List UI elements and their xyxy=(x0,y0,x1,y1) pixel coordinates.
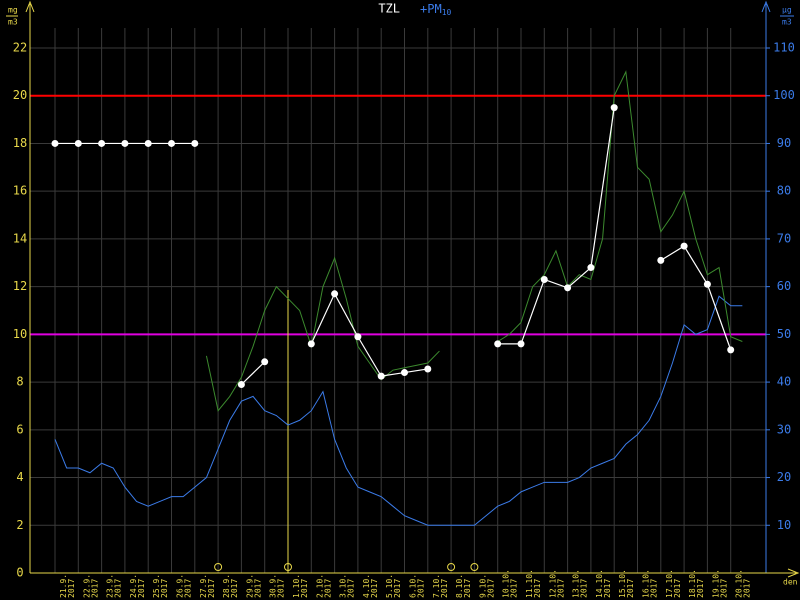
title-part: +PM xyxy=(420,2,442,16)
x-tick-label: 29.9.2017 xyxy=(245,574,262,598)
y-unit-num: mg xyxy=(8,6,18,15)
data-point xyxy=(121,139,129,147)
missing-marker xyxy=(284,563,292,571)
missing-marker xyxy=(214,563,223,571)
y2-unit-den: m3 xyxy=(782,18,792,27)
data-point xyxy=(727,346,735,354)
data-point xyxy=(424,365,432,373)
data-point xyxy=(261,358,269,366)
y-tick-label: 4 xyxy=(16,470,23,484)
x-axis-arrow xyxy=(787,568,800,578)
data-point xyxy=(331,290,339,298)
y2-tick-label: 60 xyxy=(777,279,791,293)
x-tick-label: 20.10.2017 xyxy=(734,569,751,598)
data-point xyxy=(540,275,548,283)
chart-title: TZL xyxy=(378,2,400,16)
chart-title-2: +PM10 xyxy=(420,2,452,17)
y2-tick-label: 40 xyxy=(777,375,791,389)
x-tick-label: 14.10.2017 xyxy=(594,569,611,598)
y-tick-label: 0 xyxy=(16,566,23,580)
x-tick-label: 18.10.2017 xyxy=(688,569,705,598)
y-axis-arrow xyxy=(25,0,35,13)
x-tick-label: 25.9.2017 xyxy=(152,574,169,598)
y2-axis-arrow xyxy=(761,0,771,13)
y-tick-label: 12 xyxy=(13,279,27,293)
x-tick-label: 30.9.2017 xyxy=(268,574,285,598)
y-tick-label: 10 xyxy=(13,327,27,341)
y2-tick-label: 90 xyxy=(777,136,791,150)
data-point xyxy=(657,256,665,264)
missing-marker xyxy=(470,563,479,571)
data-point xyxy=(168,139,175,147)
x-tick-label: 4.10.2017 xyxy=(361,574,378,598)
y-tick-label: 6 xyxy=(16,422,23,436)
x-tick-label: 22.9.2017 xyxy=(82,574,99,598)
series-line xyxy=(54,295,743,526)
x-tick-label: 19.10.2017 xyxy=(711,569,728,598)
y2-tick-label: 110 xyxy=(773,41,795,55)
y-tick-label: 22 xyxy=(13,41,27,55)
x-axis-label: den xyxy=(783,578,798,587)
data-point xyxy=(494,340,502,348)
x-tick-label: 1.10.2017 xyxy=(292,574,309,598)
x-tick-label: 28.9.2017 xyxy=(222,574,239,598)
data-point xyxy=(98,139,106,147)
missing-marker xyxy=(447,563,456,571)
data-point xyxy=(680,242,688,250)
x-tick-label: 26.9.2017 xyxy=(175,574,192,598)
data-point xyxy=(354,333,362,341)
x-tick-label: 21.9.2017 xyxy=(59,574,76,598)
data-point xyxy=(517,340,525,348)
y2-tick-label: 30 xyxy=(777,422,791,436)
y-tick-label: 18 xyxy=(13,136,27,150)
y-unit-den: m3 xyxy=(8,18,18,27)
data-point xyxy=(377,372,385,380)
y2-tick-label: 100 xyxy=(773,88,795,102)
y-tick-label: 14 xyxy=(13,231,27,245)
data-point xyxy=(703,280,711,288)
x-tick-label: 15.10.2017 xyxy=(618,569,635,598)
data-point xyxy=(610,104,618,112)
y2-tick-label: 20 xyxy=(777,470,791,484)
x-tick-label: 24.9.2017 xyxy=(128,574,145,598)
x-tick-label: 3.10.2017 xyxy=(338,574,355,598)
data-point xyxy=(587,264,595,272)
y2-tick-label: 70 xyxy=(777,231,791,245)
y-tick-label: 16 xyxy=(13,184,27,198)
x-tick-label: 27.9.2017 xyxy=(198,574,215,598)
y-tick-label: 20 xyxy=(13,88,27,102)
y2-tick-label: 10 xyxy=(777,518,791,532)
x-tick-label: 12.10.2017 xyxy=(548,569,565,598)
y-tick-label: 8 xyxy=(16,375,23,389)
data-point xyxy=(237,380,245,388)
x-tick-label: 2.10.2017 xyxy=(315,574,332,598)
data-point xyxy=(74,139,82,147)
data-point xyxy=(191,139,199,147)
y2-tick-label: 50 xyxy=(777,327,791,341)
data-point xyxy=(564,284,572,292)
y2-unit-num: µg xyxy=(782,6,792,15)
x-tick-label: 11.10.2017 xyxy=(525,569,542,598)
x-tick-label: 5.10.2017 xyxy=(385,574,402,598)
x-tick-label: 9.10.2017 xyxy=(478,574,495,598)
x-tick-label: 23.9.2017 xyxy=(105,574,122,598)
data-point xyxy=(401,369,408,377)
data-point xyxy=(144,139,152,147)
series-line xyxy=(205,70,743,412)
x-tick-label: 10.10.2017 xyxy=(501,569,518,598)
x-tick-label: 16.10.2017 xyxy=(641,569,658,598)
x-tick-label: 17.10.2017 xyxy=(664,569,681,598)
x-tick-label: 7.10.2017 xyxy=(431,574,448,598)
data-point xyxy=(51,139,59,147)
x-tick-label: 6.10.2017 xyxy=(408,574,425,598)
x-tick-label: 8.10.2017 xyxy=(455,574,472,598)
plot xyxy=(30,70,766,573)
data-point xyxy=(307,340,315,348)
title-sub: 10 xyxy=(442,8,452,17)
y-tick-label: 2 xyxy=(16,518,23,532)
x-tick-label: 13.10.2017 xyxy=(571,569,588,598)
y2-tick-label: 80 xyxy=(777,184,791,198)
